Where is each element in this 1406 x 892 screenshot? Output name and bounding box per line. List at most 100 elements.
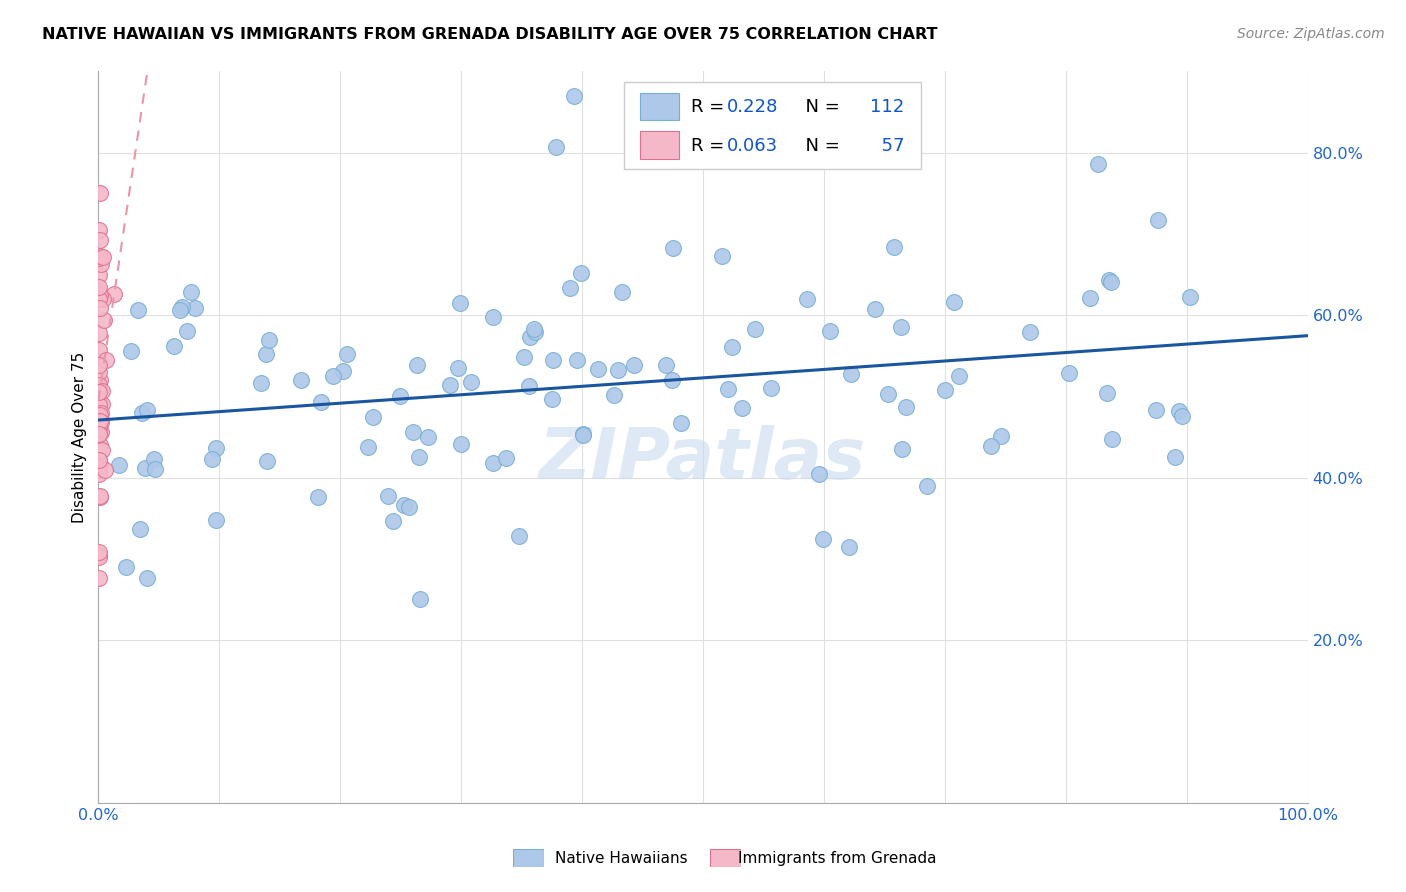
Point [392, 499, 415, 513]
Point [744, 321, 766, 335]
Point [89, 233, 111, 247]
Point [405, 359, 427, 373]
Point [90, 257, 112, 271]
Point [808, 467, 831, 481]
Point [560, 281, 582, 295]
Point [322, 369, 344, 384]
Point [89, 186, 111, 201]
Point [143, 452, 166, 467]
FancyBboxPatch shape [624, 82, 921, 169]
Point [89, 437, 111, 451]
Point [332, 364, 354, 378]
Point [103, 287, 125, 301]
Point [87, 417, 110, 431]
Point [135, 571, 157, 585]
Point [796, 292, 818, 306]
Point [876, 387, 898, 401]
Point [838, 541, 860, 555]
Point [495, 450, 517, 465]
Point [449, 295, 471, 310]
Point [205, 442, 228, 456]
Point [89, 490, 111, 504]
Point [87, 365, 110, 379]
Text: N =: N = [793, 98, 845, 116]
Point [87, 462, 110, 476]
Point [87, 223, 110, 237]
Point [93, 313, 115, 327]
Point [87, 467, 110, 482]
Point [1147, 213, 1170, 227]
Point [408, 591, 430, 606]
Point [87, 383, 110, 397]
Point [91, 292, 114, 306]
Point [890, 320, 912, 334]
Point [818, 324, 841, 338]
Point [91, 396, 114, 410]
Point [87, 459, 110, 474]
Point [450, 437, 472, 451]
Point [523, 322, 546, 336]
Point [87, 279, 110, 293]
Point [439, 377, 461, 392]
Point [89, 373, 111, 387]
Point [90, 425, 112, 439]
Point [134, 460, 156, 475]
Point [1095, 385, 1118, 400]
Point [129, 522, 152, 536]
Point [948, 368, 970, 383]
Point [89, 426, 111, 441]
Point [87, 463, 110, 477]
Point [256, 454, 278, 468]
Text: 57: 57 [870, 137, 904, 155]
Point [309, 394, 332, 409]
Point [759, 381, 782, 395]
Point [1087, 157, 1109, 171]
Point [87, 452, 110, 467]
Point [250, 376, 273, 390]
Point [623, 358, 645, 372]
Point [87, 358, 110, 372]
Point [460, 375, 482, 389]
Point [89, 251, 111, 265]
Point [661, 241, 683, 255]
Point [87, 385, 110, 400]
Point [1098, 273, 1121, 287]
Point [87, 378, 110, 392]
Point [839, 368, 862, 382]
Point [89, 288, 111, 302]
Point [91, 442, 114, 457]
Y-axis label: Disability Age Over 75: Disability Age Over 75 [72, 351, 87, 523]
Point [87, 251, 110, 265]
Point [90, 415, 112, 429]
Point [143, 462, 166, 476]
Point [87, 285, 110, 299]
Point [162, 338, 184, 352]
Point [108, 458, 131, 472]
Point [87, 571, 110, 585]
Point [87, 396, 110, 410]
Point [361, 409, 384, 424]
Point [87, 544, 110, 558]
Text: 0.063: 0.063 [727, 137, 779, 155]
Point [254, 347, 277, 361]
Point [607, 363, 630, 377]
Point [564, 88, 586, 103]
Point [89, 301, 111, 315]
Point [87, 292, 110, 306]
Point [89, 461, 111, 475]
Point [418, 430, 440, 444]
Point [572, 428, 595, 442]
Point [546, 139, 568, 153]
Point [572, 427, 595, 442]
Point [120, 343, 142, 358]
Point [513, 351, 536, 365]
Point [89, 489, 111, 503]
Point [389, 389, 412, 403]
Point [481, 310, 503, 325]
Point [569, 267, 592, 281]
Point [87, 549, 110, 564]
Point [307, 491, 329, 505]
Point [863, 301, 886, 316]
Point [357, 440, 380, 454]
Point [1018, 325, 1040, 339]
